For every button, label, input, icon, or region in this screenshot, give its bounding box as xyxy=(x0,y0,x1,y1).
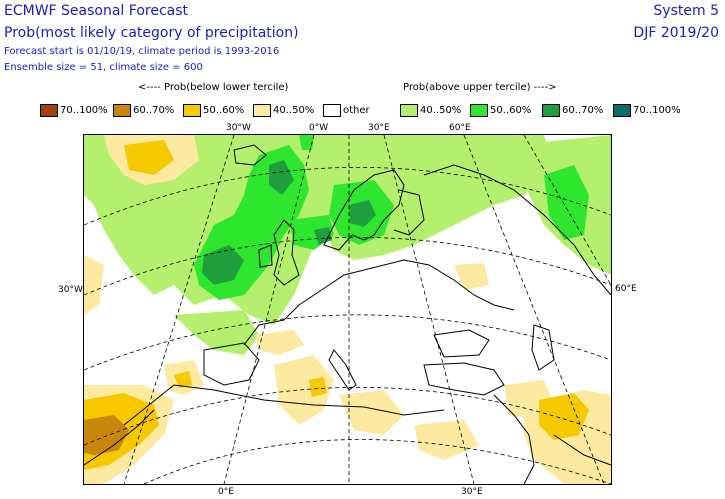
legend-swatch xyxy=(400,104,418,117)
legend-label: 40..50% xyxy=(420,105,462,116)
map-canvas xyxy=(84,135,611,484)
below-60-70-areas xyxy=(84,415,129,455)
graticule xyxy=(84,135,611,484)
forecast-map xyxy=(83,134,612,485)
legend-label: 40..50% xyxy=(273,105,315,116)
legend-swatch xyxy=(470,104,488,117)
legend-swatch xyxy=(40,104,58,117)
lon-label-top-30e: 30°E xyxy=(368,123,390,133)
above-tercile-label: Prob(above upper tercile) ----> xyxy=(403,82,557,93)
system-label: System 5 xyxy=(653,3,719,19)
legend-label: 60..70% xyxy=(562,105,604,116)
lon-label-right-60e: 60°E xyxy=(615,284,637,294)
above-60-70-areas xyxy=(202,160,376,285)
legend-label: other xyxy=(343,105,370,116)
season-label: DJF 2019/20 xyxy=(633,25,719,41)
forecast-start-info: Forecast start is 01/10/19, climate peri… xyxy=(4,46,280,57)
lon-label-bottom-30e: 30°E xyxy=(461,487,483,497)
legend-swatch xyxy=(253,104,271,117)
lon-label-bottom-0e: 0°E xyxy=(218,487,234,497)
forecast-subtitle: Prob(most likely category of precipitati… xyxy=(4,25,299,41)
lon-label-top-60e: 60°E xyxy=(449,123,471,133)
legend-swatch xyxy=(113,104,131,117)
legend-swatch xyxy=(323,104,341,117)
legend-swatch xyxy=(613,104,631,117)
legend-label: 60..70% xyxy=(133,105,175,116)
legend-label: 50..60% xyxy=(490,105,532,116)
forecast-title: ECMWF Seasonal Forecast xyxy=(4,3,189,19)
lon-label-top-30w: 30°W xyxy=(226,123,251,133)
lon-label-top-0: 0°W xyxy=(309,123,329,133)
lon-label-left-30w: 30°W xyxy=(58,285,83,295)
coastlines xyxy=(84,144,611,484)
ensemble-info: Ensemble size = 51, climate size = 600 xyxy=(4,62,203,73)
legend-label: 50..60% xyxy=(203,105,245,116)
below-tercile-label: <---- Prob(below lower tercile) xyxy=(138,82,289,93)
legend-swatch xyxy=(542,104,560,117)
legend-swatch xyxy=(183,104,201,117)
legend-label: 70..100% xyxy=(60,105,108,116)
legend-label: 70..100% xyxy=(633,105,681,116)
